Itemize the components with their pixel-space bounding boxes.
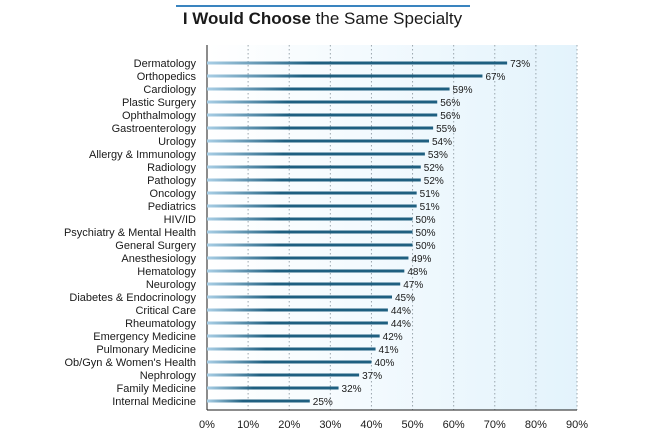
category-label: Anesthesiology (121, 253, 196, 265)
x-tick-label: 20% (278, 419, 300, 431)
category-label: Allergy & Immunology (89, 149, 196, 161)
value-label: 53% (428, 150, 448, 161)
value-label: 50% (416, 215, 436, 226)
category-label: Ob/Gyn & Women's Health (64, 357, 196, 369)
category-label: Radiology (147, 162, 196, 174)
category-label: Cardiology (143, 84, 196, 96)
title-block: I Would Choose the Same Specialty (0, 0, 645, 40)
bar (207, 243, 413, 247)
category-label: Neurology (146, 279, 197, 291)
bar (207, 74, 483, 78)
bar (207, 399, 310, 403)
category-label: Urology (158, 136, 196, 148)
chart-title: I Would Choose the Same Specialty (0, 9, 645, 29)
bar (207, 373, 360, 377)
value-label: 41% (379, 345, 399, 356)
bar (207, 204, 417, 208)
value-label: 52% (424, 176, 444, 187)
value-label: 49% (411, 254, 431, 265)
bar (207, 126, 434, 130)
category-label: Emergency Medicine (93, 331, 196, 343)
x-tick-label: 80% (525, 419, 547, 431)
value-label: 44% (391, 319, 411, 330)
value-label: 51% (420, 189, 440, 200)
value-label: 32% (342, 384, 362, 395)
bar (207, 321, 388, 325)
category-label: Gastroenterology (112, 123, 197, 135)
value-label: 44% (391, 306, 411, 317)
category-label: Pathology (147, 175, 196, 187)
chart-title-bold: I Would Choose (182, 9, 311, 28)
bar (207, 334, 380, 338)
category-label: Critical Care (135, 305, 196, 317)
value-label: 45% (395, 293, 415, 304)
x-tick-label: 90% (566, 419, 588, 431)
category-label: Orthopedics (137, 71, 197, 83)
bar (207, 347, 376, 351)
x-tick-label: 60% (443, 419, 465, 431)
category-label: General Surgery (115, 240, 196, 252)
value-label: 50% (416, 228, 436, 239)
value-label: 67% (485, 72, 505, 83)
x-tick-label: 0% (199, 419, 215, 431)
value-label: 73% (510, 59, 530, 70)
value-label: 25% (313, 397, 333, 408)
category-label: Hematology (137, 266, 196, 278)
category-label: Psychiatry & Mental Health (64, 227, 196, 239)
x-tick-label: 30% (319, 419, 341, 431)
bar (207, 191, 417, 195)
bar (207, 165, 421, 169)
bar (207, 152, 425, 156)
bar (207, 360, 372, 364)
category-label: Ophthalmology (122, 110, 196, 122)
bar (207, 295, 392, 299)
chart-title-rest: the Same Specialty (310, 9, 463, 28)
category-label: Pediatrics (148, 201, 197, 213)
bar (207, 113, 438, 117)
x-tick-label: 10% (237, 419, 259, 431)
value-label: 56% (440, 98, 460, 109)
bar (207, 139, 429, 143)
bar (207, 269, 405, 273)
value-label: 51% (420, 202, 440, 213)
value-label: 54% (432, 137, 452, 148)
value-label: 37% (362, 371, 382, 382)
value-label: 56% (440, 111, 460, 122)
category-label: Diabetes & Endocrinology (69, 292, 196, 304)
category-label: Nephrology (140, 370, 197, 382)
title-accent-line (176, 5, 470, 7)
bar (207, 230, 413, 234)
category-label: Pulmonary Medicine (96, 344, 196, 356)
value-label: 48% (407, 267, 427, 278)
category-label: Plastic Surgery (122, 97, 196, 109)
value-label: 40% (374, 358, 394, 369)
bar (207, 308, 388, 312)
value-label: 55% (436, 124, 456, 135)
category-label: Dermatology (134, 58, 197, 70)
category-label: HIV/ID (164, 214, 196, 226)
category-label: Internal Medicine (112, 396, 196, 408)
bar (207, 61, 508, 65)
bar (207, 282, 401, 286)
bar (207, 178, 421, 182)
x-tick-label: 40% (360, 419, 382, 431)
value-label: 47% (403, 280, 423, 291)
bar (207, 87, 450, 91)
bar (207, 386, 339, 390)
value-label: 50% (416, 241, 436, 252)
category-label: Rheumatology (125, 318, 196, 330)
x-tick-label: 50% (402, 419, 424, 431)
bar (207, 217, 413, 221)
value-label: 42% (383, 332, 403, 343)
value-label: 59% (453, 85, 473, 96)
bar (207, 256, 409, 260)
category-label: Family Medicine (117, 383, 196, 395)
value-label: 52% (424, 163, 444, 174)
x-tick-label: 70% (484, 419, 506, 431)
category-label: Oncology (150, 188, 197, 200)
bar (207, 100, 438, 104)
